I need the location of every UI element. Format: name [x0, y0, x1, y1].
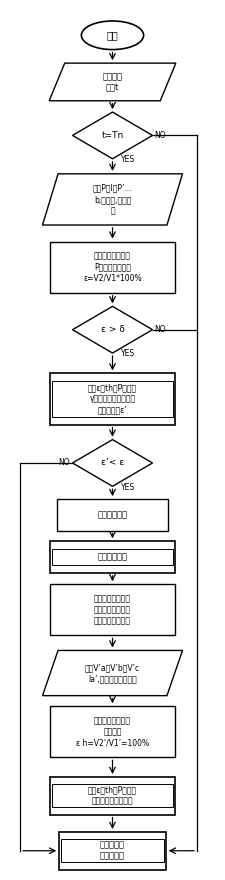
Text: NO: NO [59, 458, 70, 467]
Text: 等待下一循
环周期到来: 等待下一循 环周期到来 [100, 840, 125, 861]
Ellipse shape [81, 21, 144, 49]
Text: YES: YES [122, 155, 135, 164]
Polygon shape [43, 650, 182, 695]
Text: YES: YES [122, 482, 135, 492]
Text: 计算换相后的电压
不平衡度
ε h=V2’/V1’=100%: 计算换相后的电压 不平衡度 ε h=V2’/V1’=100% [76, 716, 149, 747]
Polygon shape [72, 440, 153, 487]
Text: ε > δ: ε > δ [101, 326, 124, 334]
Bar [52, 381, 173, 417]
Bar [50, 584, 175, 635]
Text: 开始: 开始 [107, 30, 118, 40]
Bar [50, 541, 175, 573]
Text: 存储ε、th、P，代替
候备中最早一组数据: 存储ε、th、P，代替 候备中最早一组数据 [88, 786, 137, 806]
Polygon shape [72, 306, 153, 353]
Bar [50, 373, 175, 424]
Bar [57, 499, 168, 531]
Text: 调用ε、th、P，计算
γ値，估算换相后的电
压不平衡度ε’: 调用ε、th、P，计算 γ値，估算换相后的电 压不平衡度ε’ [88, 384, 137, 414]
Text: YES: YES [122, 349, 135, 358]
Text: t=Tn: t=Tn [101, 131, 124, 140]
Bar [50, 242, 175, 293]
Bar [50, 706, 175, 758]
Bar [52, 784, 173, 807]
Text: NO: NO [155, 326, 166, 334]
Text: 使能、存储分闸时
间，计算下次换相
时需要转换的时间: 使能、存储分闸时 间，计算下次换相 时需要转换的时间 [94, 594, 131, 626]
Text: 读取零点位置: 读取零点位置 [97, 510, 128, 519]
Polygon shape [72, 112, 153, 158]
Bar [52, 549, 173, 565]
Text: 计算当前负载功率
P及电压不平衡度
ε=V2/V1*100%: 计算当前负载功率 P及电压不平衡度 ε=V2/V1*100% [83, 252, 142, 282]
Polygon shape [43, 174, 182, 225]
Text: NO: NO [155, 131, 166, 140]
Text: 读取时钟
时刻t: 读取时钟 时刻t [103, 72, 122, 92]
Bar [50, 777, 175, 815]
Bar [59, 832, 166, 869]
Text: 读取V’a、V’b、V’c
Ia’,相位角，判别相序: 读取V’a、V’b、V’c Ia’,相位角，判别相序 [85, 663, 140, 683]
Text: 读取P、I、P’...
b,相位角,列相相
序: 读取P、I、P’... b,相位角,列相相 序 [93, 184, 132, 215]
Text: ε’< ε: ε’< ε [101, 458, 124, 467]
Text: 执行换相动作: 执行换相动作 [97, 553, 128, 561]
Polygon shape [49, 63, 176, 101]
Bar [61, 840, 164, 862]
